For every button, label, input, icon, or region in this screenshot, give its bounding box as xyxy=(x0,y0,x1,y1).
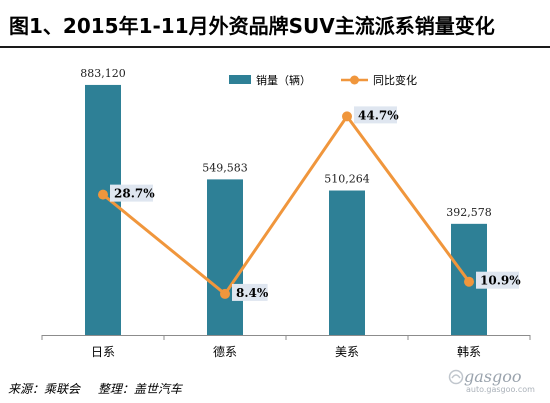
yoy-label-bg xyxy=(110,184,153,202)
x-tick-label: 韩系 xyxy=(457,344,481,359)
legend-bar-label: 销量（辆） xyxy=(256,73,311,87)
bar-value-label: 510,264 xyxy=(324,173,370,186)
yoy-point-2 xyxy=(220,288,230,299)
chart: 销量（辆） 同比变化 883,120 549,583 510,264 392,578 日系 德… xyxy=(41,67,531,359)
legend-line-marker xyxy=(350,75,359,85)
watermark: gasgoo auto.gasgoo.com xyxy=(448,365,538,397)
yoy-value-label: 8.4% xyxy=(236,286,269,300)
yoy-value-label: 28.7% xyxy=(114,187,155,201)
yoy-value-label: 44.7% xyxy=(358,108,399,122)
x-tick-label: 日系 xyxy=(91,345,115,359)
yoy-line xyxy=(102,114,471,296)
watermark-logo: gasgoo xyxy=(464,367,522,386)
bar-value-label: 549,583 xyxy=(202,161,248,174)
x-tick-label: 美系 xyxy=(335,345,359,359)
source-compiled: 整理：盖世汽车 xyxy=(97,382,182,396)
yoy-label-bg xyxy=(476,271,519,289)
source-origin: 来源：乘联会 xyxy=(8,382,81,396)
source-note: 来源：乘联会 整理：盖世汽车 xyxy=(8,380,196,397)
yoy-point-3 xyxy=(342,111,352,122)
gasgoo-logo-icon xyxy=(448,369,464,385)
yoy-point-1 xyxy=(98,189,108,200)
bar-value-label: 392,578 xyxy=(446,206,492,219)
yoy-point-4 xyxy=(464,276,474,287)
bar-3 xyxy=(329,190,365,335)
watermark-url: auto.gasgoo.com xyxy=(466,385,535,394)
legend-line-label: 同比变化 xyxy=(373,73,417,87)
title-divider xyxy=(0,46,550,48)
yoy-label-bg xyxy=(232,283,268,301)
chart-title: 图1、2015年1-11月外资品牌SUV主流派系销量变化 xyxy=(9,14,495,38)
bar-value-label: 883,120 xyxy=(80,67,126,80)
legend-bar-swatch xyxy=(229,75,251,84)
x-tick-label: 德系 xyxy=(213,344,237,359)
bar-1 xyxy=(85,84,121,336)
yoy-label-bg xyxy=(354,106,397,124)
yoy-value-label: 10.9% xyxy=(480,274,521,288)
bar-2 xyxy=(207,179,243,335)
